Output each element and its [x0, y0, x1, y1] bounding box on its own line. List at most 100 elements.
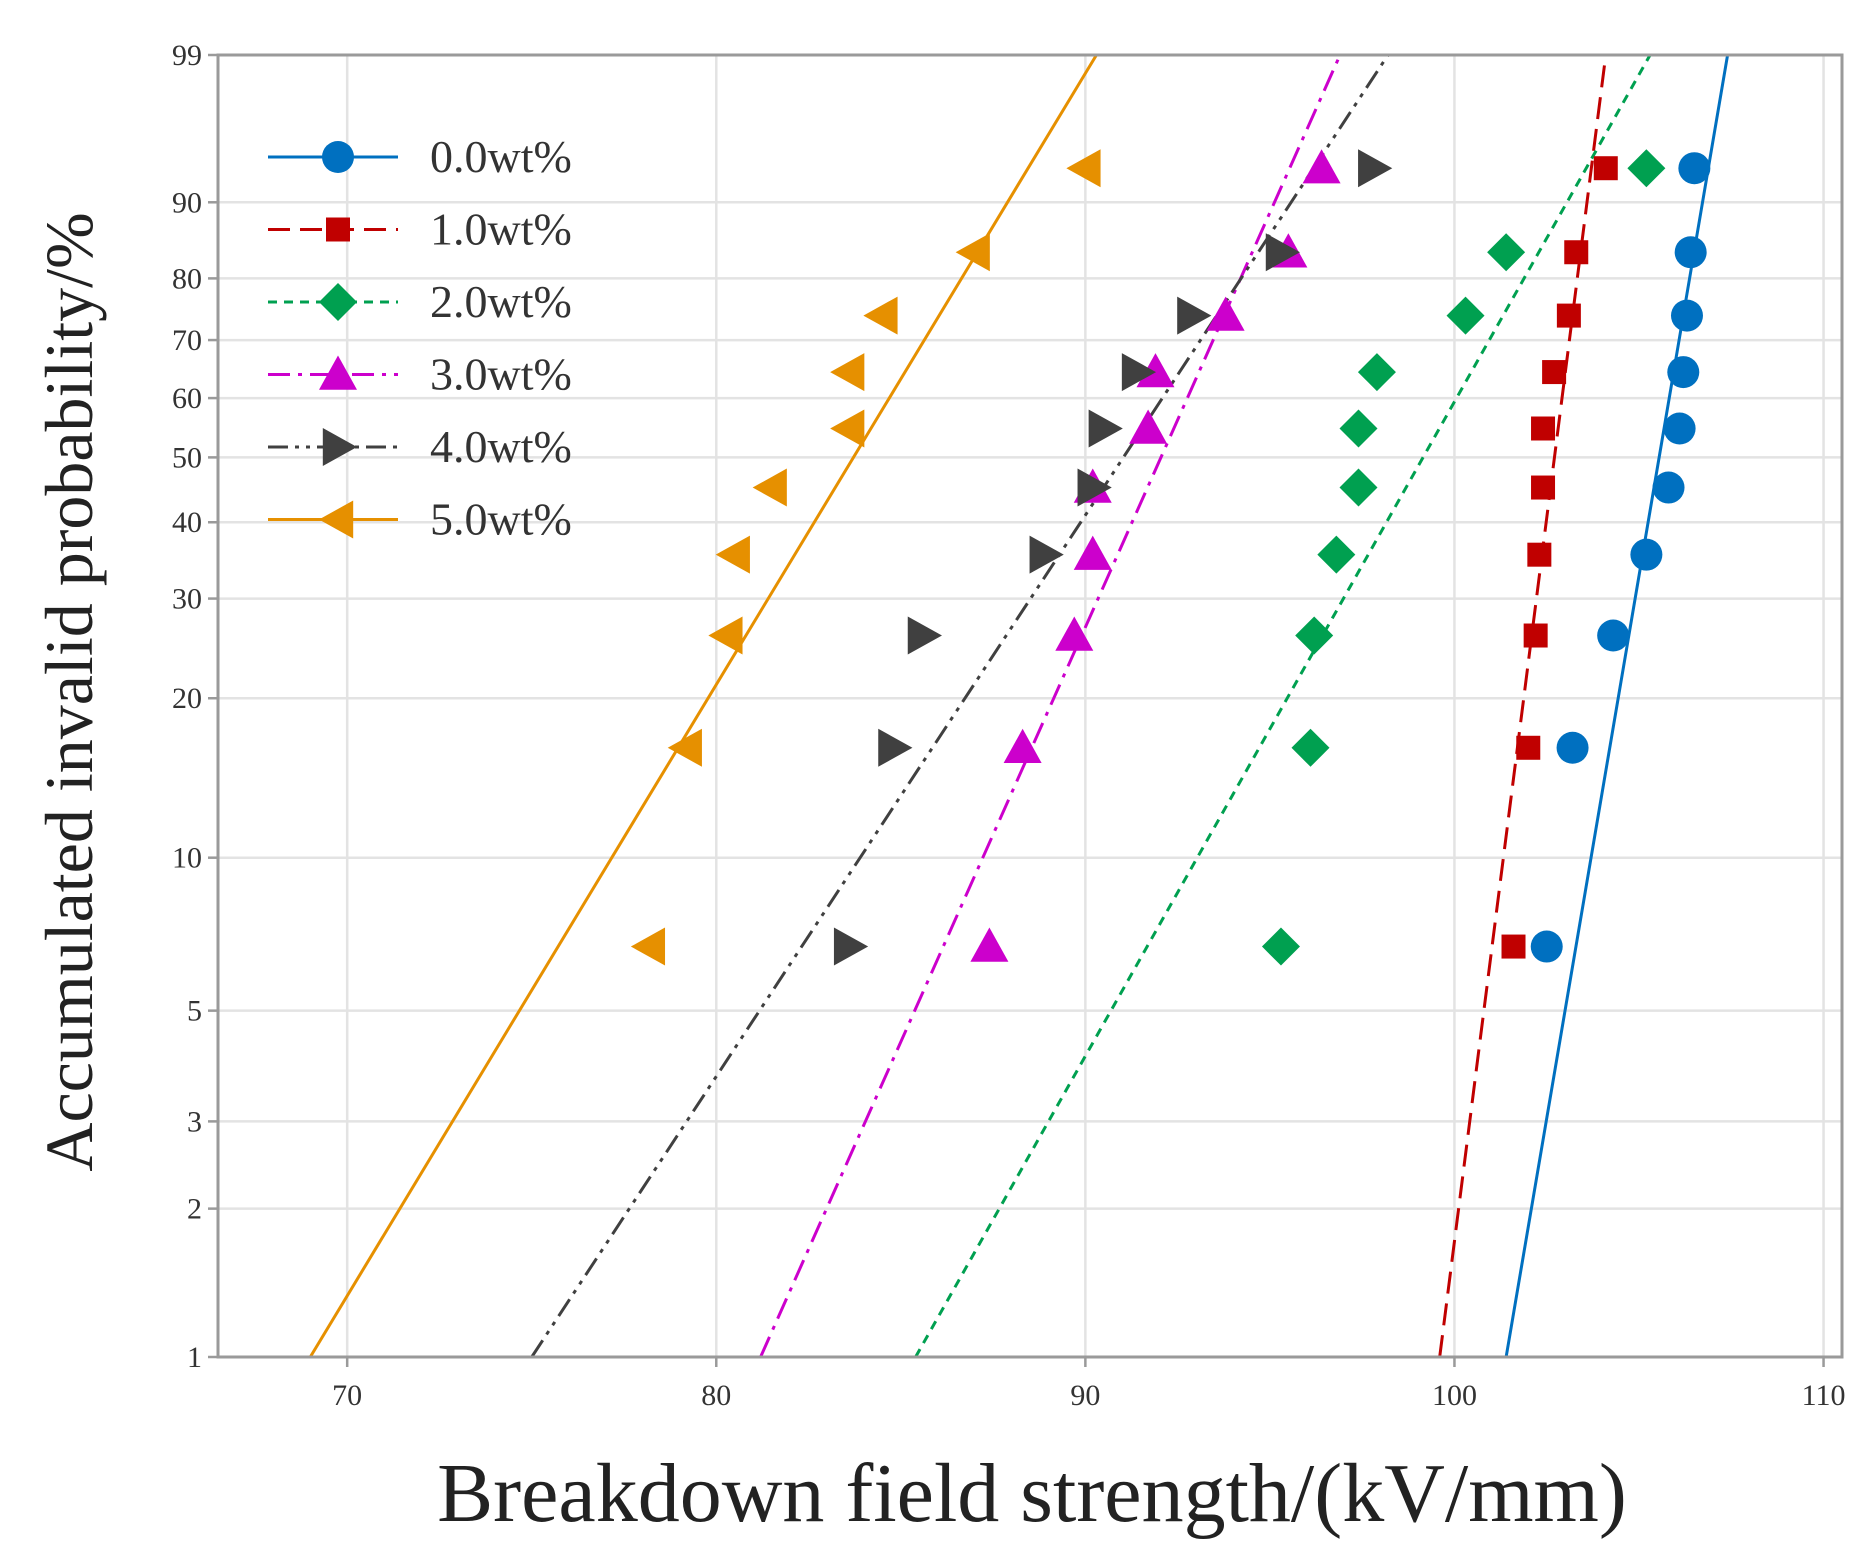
- data-point: [1630, 538, 1663, 571]
- y-tick-label: 20: [172, 682, 202, 715]
- series-fit-line: [759, 54, 1342, 1358]
- data-point: [970, 927, 1009, 962]
- y-tick-label: 40: [172, 506, 202, 539]
- legend-marker: [326, 217, 350, 242]
- legend-label: 2.0wt%: [430, 276, 572, 327]
- data-point: [1136, 353, 1175, 388]
- data-point: [1358, 149, 1393, 188]
- data-point: [1678, 152, 1711, 185]
- data-point: [1593, 156, 1618, 181]
- data-point: [1317, 535, 1356, 574]
- legend-marker: [322, 428, 357, 466]
- data-point: [708, 616, 743, 655]
- y-tick-label: 5: [187, 995, 202, 1028]
- data-point: [1487, 233, 1526, 272]
- y-tick-label: 60: [172, 382, 202, 415]
- data-point: [1291, 728, 1330, 767]
- data-point: [1530, 930, 1563, 963]
- series-fit-line: [530, 54, 1390, 1358]
- y-tick-label: 30: [172, 583, 202, 616]
- data-point: [1177, 296, 1212, 335]
- y-axis-label: Accumulated invalid probability/%: [31, 212, 107, 1171]
- series-fit-line: [1504, 54, 1730, 1358]
- data-point: [1556, 303, 1581, 328]
- series-fit-line: [1438, 54, 1608, 1358]
- x-tick-label: 80: [701, 1379, 731, 1412]
- x-axis-ticks: 70 80 90 100 110: [332, 1357, 1845, 1412]
- data-point: [667, 728, 702, 767]
- data-point: [1670, 299, 1703, 332]
- data-point: [1556, 731, 1589, 764]
- data-point: [1261, 927, 1300, 966]
- data-point: [715, 535, 750, 574]
- y-tick-label: 80: [172, 262, 202, 295]
- data-point: [752, 468, 787, 507]
- data-point: [1055, 616, 1094, 651]
- data-point: [1527, 542, 1552, 567]
- data-point: [1516, 735, 1541, 760]
- series-fit-line: [308, 54, 1098, 1358]
- data-point: [1003, 728, 1042, 763]
- y-tick-label: 3: [187, 1105, 202, 1138]
- x-tick-label: 70: [332, 1379, 362, 1412]
- y-axis-ticks: 1 2 3 5 10 20 30 40 50 60 70 80 90 99: [172, 39, 218, 1374]
- data-point: [833, 927, 869, 966]
- data-markers: [630, 149, 1711, 966]
- data-point: [1667, 356, 1700, 389]
- legend-marker: [322, 141, 354, 173]
- data-point: [1077, 468, 1112, 507]
- data-point: [1501, 934, 1526, 959]
- data-point: [1652, 471, 1685, 504]
- legend-label: 4.0wt%: [430, 421, 572, 472]
- data-point: [1088, 409, 1123, 448]
- legend: 0.0wt% 1.0wt% 2.0wt% 3.0wt% 4.0wt% 5.0wt%: [268, 131, 572, 545]
- fit-lines: [308, 54, 1730, 1358]
- x-axis-label: Breakdown field strength/(kV/mm): [437, 1447, 1627, 1540]
- legend-marker: [319, 355, 357, 390]
- x-tick-label: 100: [1432, 1379, 1477, 1412]
- x-tick-label: 110: [1802, 1379, 1846, 1412]
- data-point: [907, 616, 942, 655]
- plot-frame: [216, 53, 1844, 1359]
- data-point: [1357, 353, 1396, 392]
- data-point: [1542, 360, 1567, 385]
- data-point: [1564, 240, 1589, 265]
- data-point: [1531, 475, 1556, 500]
- legend-marker: [319, 500, 354, 539]
- data-point: [1066, 149, 1101, 188]
- data-point: [1339, 409, 1378, 448]
- data-point: [1674, 236, 1707, 269]
- data-point: [830, 353, 865, 392]
- data-point: [1265, 233, 1300, 272]
- y-tick-label: 70: [172, 324, 202, 357]
- data-point: [630, 927, 666, 966]
- data-point: [1302, 149, 1341, 184]
- legend-marker: [319, 283, 357, 321]
- data-point: [1339, 468, 1378, 507]
- data-point: [863, 296, 898, 335]
- y-tick-label: 90: [172, 186, 202, 219]
- x-tick-label: 90: [1070, 1379, 1100, 1412]
- data-point: [878, 728, 913, 767]
- data-point: [1446, 296, 1485, 335]
- y-tick-label: 2: [187, 1193, 202, 1226]
- y-tick-label: 50: [172, 441, 202, 474]
- legend-label: 1.0wt%: [430, 204, 572, 255]
- data-point: [1597, 619, 1630, 652]
- legend-label: 0.0wt%: [430, 131, 572, 182]
- data-point: [1523, 623, 1548, 648]
- data-point: [1121, 353, 1157, 392]
- data-point: [1073, 535, 1112, 570]
- y-tick-label: 1: [187, 1341, 202, 1374]
- legend-label: 5.0wt%: [430, 494, 572, 545]
- data-point: [1206, 296, 1245, 331]
- y-tick-label: 99: [172, 39, 202, 72]
- y-tick-label: 10: [172, 842, 202, 875]
- data-point: [1129, 409, 1168, 444]
- legend-label: 3.0wt%: [430, 349, 572, 400]
- data-point: [955, 233, 990, 272]
- data-point: [830, 409, 865, 448]
- data-point: [1029, 535, 1064, 574]
- data-point: [1295, 616, 1334, 655]
